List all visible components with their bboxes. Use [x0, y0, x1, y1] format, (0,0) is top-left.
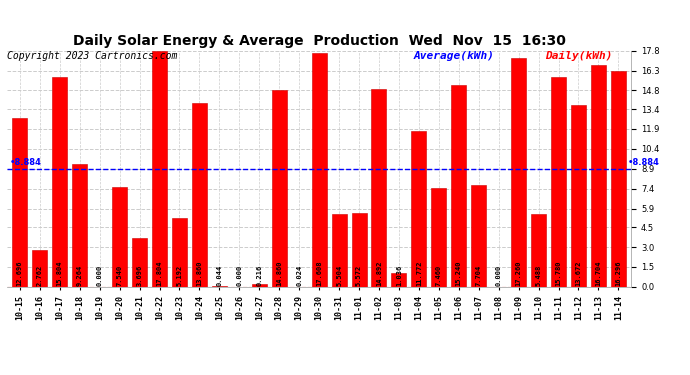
- Text: 5.488: 5.488: [535, 265, 542, 286]
- Bar: [431, 188, 446, 287]
- Text: 17.260: 17.260: [515, 260, 522, 286]
- Text: 5.572: 5.572: [356, 265, 362, 286]
- Text: 15.780: 15.780: [555, 260, 562, 286]
- Text: 7.540: 7.540: [117, 265, 123, 286]
- Text: 0.216: 0.216: [256, 265, 262, 286]
- Text: 16.704: 16.704: [595, 260, 602, 286]
- Text: 0.000: 0.000: [236, 265, 242, 286]
- Bar: [411, 130, 426, 287]
- Bar: [471, 184, 486, 287]
- Text: 0.024: 0.024: [296, 265, 302, 286]
- Text: 0.000: 0.000: [495, 265, 502, 286]
- Bar: [12, 118, 28, 287]
- Bar: [312, 53, 326, 287]
- Text: 5.504: 5.504: [336, 265, 342, 286]
- Text: 12.696: 12.696: [17, 260, 23, 286]
- Text: •8.884: •8.884: [10, 158, 42, 167]
- Bar: [531, 214, 546, 287]
- Text: 3.696: 3.696: [137, 265, 143, 286]
- Bar: [132, 238, 147, 287]
- Text: 17.804: 17.804: [157, 260, 163, 286]
- Bar: [32, 250, 48, 287]
- Bar: [571, 105, 586, 287]
- Text: Copyright 2023 Cartronics.com: Copyright 2023 Cartronics.com: [7, 51, 177, 61]
- Text: 13.672: 13.672: [575, 260, 582, 286]
- Bar: [351, 213, 366, 287]
- Text: 16.296: 16.296: [615, 260, 622, 286]
- Bar: [52, 77, 67, 287]
- Text: 15.804: 15.804: [57, 260, 63, 286]
- Text: 9.264: 9.264: [77, 265, 83, 286]
- Text: 15.240: 15.240: [456, 260, 462, 286]
- Text: •8.884: •8.884: [627, 158, 659, 167]
- Bar: [332, 214, 346, 287]
- Title: Daily Solar Energy & Average  Production  Wed  Nov  15  16:30: Daily Solar Energy & Average Production …: [72, 34, 566, 48]
- Bar: [112, 187, 127, 287]
- Text: 17.608: 17.608: [316, 260, 322, 286]
- Bar: [252, 284, 267, 287]
- Bar: [611, 70, 626, 287]
- Bar: [272, 90, 287, 287]
- Text: 11.772: 11.772: [416, 260, 422, 286]
- Bar: [212, 286, 227, 287]
- Text: 5.192: 5.192: [177, 265, 182, 286]
- Bar: [371, 89, 386, 287]
- Bar: [72, 164, 87, 287]
- Bar: [391, 273, 406, 287]
- Bar: [591, 65, 606, 287]
- Text: Daily(kWh): Daily(kWh): [545, 51, 613, 61]
- Text: 0.044: 0.044: [217, 265, 222, 286]
- Text: 2.762: 2.762: [37, 265, 43, 286]
- Bar: [152, 51, 167, 287]
- Text: 7.460: 7.460: [436, 265, 442, 286]
- Bar: [172, 218, 187, 287]
- Text: 7.704: 7.704: [475, 265, 482, 286]
- Text: 1.036: 1.036: [396, 265, 402, 286]
- Text: 14.892: 14.892: [376, 260, 382, 286]
- Text: 14.860: 14.860: [276, 260, 282, 286]
- Text: 13.860: 13.860: [197, 260, 202, 286]
- Bar: [551, 77, 566, 287]
- Bar: [511, 58, 526, 287]
- Bar: [192, 103, 207, 287]
- Text: 0.000: 0.000: [97, 265, 103, 286]
- Text: Average(kWh): Average(kWh): [414, 51, 495, 61]
- Bar: [451, 85, 466, 287]
